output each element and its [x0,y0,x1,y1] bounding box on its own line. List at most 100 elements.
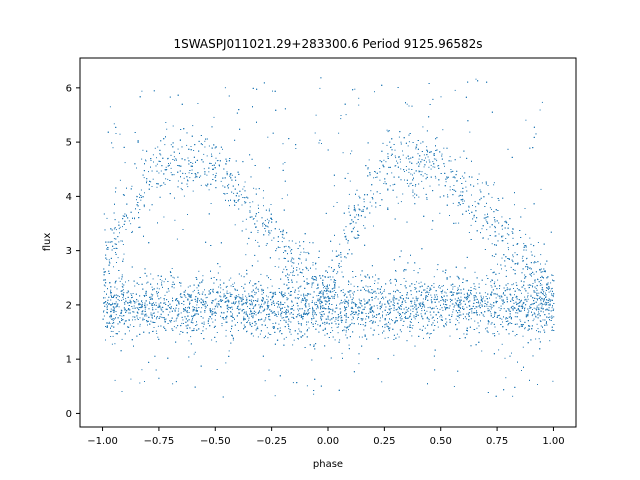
data-point [537,242,539,243]
data-point [420,142,422,144]
data-point [281,198,283,200]
data-point [488,309,490,311]
data-point [110,289,112,291]
data-point [485,296,487,297]
data-point [123,292,125,294]
data-point [184,173,186,175]
data-point [280,320,282,322]
data-point [348,305,349,307]
data-point [267,136,269,138]
data-point [386,144,388,146]
data-point [111,322,113,324]
data-point [311,277,313,279]
data-point [211,165,213,166]
data-point [157,336,159,338]
data-point [353,236,355,238]
data-point [124,308,126,310]
data-point [233,317,234,319]
data-point [192,190,194,192]
data-point [192,310,194,312]
data-point [118,241,120,243]
data-point [130,223,132,225]
data-point [494,235,496,237]
data-point [536,308,538,310]
data-point [281,241,283,243]
data-point [220,311,222,313]
data-point [196,304,198,306]
data-point [265,244,267,246]
data-point [429,185,431,187]
data-point [542,319,544,321]
data-point [232,339,234,341]
data-point [517,303,518,305]
data-point [173,287,175,289]
data-point [442,289,444,291]
data-point [130,293,132,295]
data-point [430,314,432,316]
data-point [518,309,520,311]
data-point [547,282,549,284]
data-point [292,272,294,274]
data-point [304,297,306,298]
data-point [358,97,360,99]
data-point [263,303,265,305]
data-point [502,293,504,295]
data-point [306,295,308,297]
data-point [131,185,133,187]
data-point [203,321,205,323]
data-point [368,316,370,317]
data-point [269,315,271,317]
data-point [161,316,163,318]
data-point [148,171,149,173]
data-point [138,284,140,285]
data-point [272,292,274,294]
data-point [157,146,159,148]
data-point [140,313,142,315]
data-point [197,103,199,104]
data-point [187,186,189,188]
data-point [491,286,493,288]
data-point [106,217,108,219]
data-point [426,333,428,335]
data-point [229,175,231,177]
data-point [468,312,470,314]
data-point [160,170,162,172]
data-point [118,221,120,223]
data-point [103,291,105,293]
data-point [106,258,108,260]
data-point [449,186,451,188]
data-point [244,201,246,203]
data-point [186,307,188,309]
data-point [173,320,175,322]
data-point [423,154,425,156]
data-point [508,224,509,226]
data-point [440,314,442,316]
data-point [336,273,338,275]
data-point [416,309,418,311]
data-point [150,320,152,322]
data-point [183,304,185,306]
data-point [186,312,188,314]
data-point [454,285,456,287]
data-point [456,304,458,306]
data-point [408,105,410,107]
data-point [141,90,143,92]
data-point [395,165,397,167]
data-point [370,327,372,329]
data-point [323,307,325,309]
data-point [369,201,371,203]
data-point [267,296,269,298]
data-point [497,331,499,332]
data-point [378,333,380,335]
data-point [274,266,276,267]
data-point [350,153,351,155]
data-point [211,302,213,304]
data-point [121,338,123,340]
data-point [151,186,153,187]
data-point [303,314,305,315]
data-point [449,291,451,293]
data-point [410,309,412,311]
data-point [189,301,191,303]
data-point [106,307,108,309]
data-point [315,114,317,116]
